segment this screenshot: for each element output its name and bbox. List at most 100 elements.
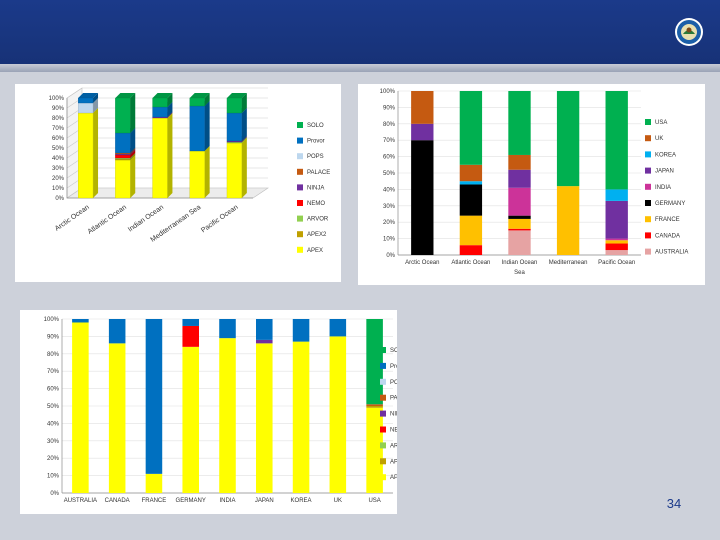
- c1-legend-swatch-apex: [297, 246, 303, 253]
- c2-y-tick-label: 90%: [383, 105, 396, 111]
- c1-legend-swatch-apex2: [297, 231, 303, 238]
- c1-bar-mediterranean-sea-solo: [189, 97, 205, 107]
- c3-y-tick-label: 10%: [47, 474, 60, 480]
- c2-legend-label-germany: GERMANY: [655, 201, 685, 207]
- c1-bar-indian-ocean-ninja-side: [167, 112, 173, 118]
- c1-bar-mediterranean-sea-provor-side: [204, 101, 210, 151]
- c3-x-tick-label: GERMANY: [176, 498, 206, 504]
- c3-x-tick-label: FRANCE: [142, 498, 167, 504]
- c1-bar-indian-ocean-provor: [152, 106, 168, 118]
- c1-bar-atlantic-ocean-apex: [115, 159, 131, 199]
- c1-y-tick-label: 0%: [55, 196, 64, 202]
- c1-bar-atlantic-ocean-apex2-side: [130, 154, 136, 160]
- c2-bar-indian-ocean-uk: [508, 154, 531, 170]
- c2-y-tick-label: 0%: [386, 253, 395, 259]
- c2-x-tick-label: Arctic Ocean: [405, 260, 439, 266]
- c3-y-tick-label: 30%: [47, 439, 60, 445]
- c1-bar-atlantic-ocean-solo-side: [130, 93, 136, 133]
- c1-y-tick-label: 90%: [52, 106, 65, 112]
- c3-x-tick-label: KOREA: [291, 498, 312, 504]
- c1-legend-label-pops: POPS: [307, 154, 324, 160]
- c2-bar-indian-ocean-france: [508, 218, 531, 229]
- c1-bar-indian-ocean-solo: [152, 97, 168, 108]
- c2-bar-mediterranean-france: [556, 186, 580, 255]
- c2-legend-label-india: INDIA: [655, 185, 671, 191]
- chart-panel-ocean: 0% 10% 20% 30% 40% 50% 60% 70% 80% 90% 100% Arctic …: [15, 84, 341, 282]
- c1-legend-swatch-solo: [297, 122, 303, 128]
- float-types-by-ocean-chart: 0% 10% 20% 30% 40% 50% 60% 70% 80% 90% 100% Arctic …: [49, 87, 330, 254]
- c3-legend-label-pops: POPS: [390, 380, 397, 386]
- c2-bar-atlantic-ocean-canada: [459, 245, 483, 255]
- c2-legend-swatch-germany: [645, 200, 651, 206]
- c1-bar-atlantic-ocean-provor: [115, 132, 131, 154]
- c3-legend-label-provor: Provor: [390, 364, 397, 370]
- c2-bar-indian-ocean-india: [508, 187, 531, 216]
- c2-legend-swatch-usa: [645, 119, 651, 125]
- c3-x-tick-label: USA: [368, 498, 380, 504]
- c3-y-tick-label: 90%: [47, 334, 60, 340]
- c3-y-tick-label: 100%: [44, 317, 60, 323]
- c1-bar-arctic-ocean-provor: [78, 97, 94, 104]
- c1-y-tick-label: 70%: [52, 126, 65, 132]
- c3-bar-korea-apex: [292, 341, 310, 493]
- c1-bar-arctic-ocean-pops: [78, 102, 94, 114]
- c3-legend-swatch-ninja: [380, 410, 386, 417]
- c2-y-tick-label: 80%: [383, 122, 396, 128]
- c2-y-tick-label: 100%: [380, 89, 396, 95]
- c3-legend-swatch-provor: [380, 362, 386, 369]
- c3-legend-swatch-palace: [380, 394, 386, 401]
- c2-bar-arctic-ocean-uk: [411, 91, 434, 124]
- c1-bar-pacific-ocean-apex: [226, 142, 242, 199]
- c1-legend-swatch-pops: [297, 153, 303, 160]
- c1-bar-atlantic-ocean-apex-side: [130, 155, 136, 198]
- c2-legend-label-japan: JAPAN: [655, 169, 674, 175]
- c2-x-tick-label: Atlantic Ocean: [451, 260, 490, 266]
- c1-bar-mediterranean-sea-provor: [189, 105, 205, 152]
- c3-bar-japan-ninja: [256, 339, 273, 344]
- c3-bar-canada-provor: [108, 319, 126, 344]
- c1-legend-label-arvor: ARVOR: [307, 217, 329, 223]
- c1-bar-pacific-ocean-solo-top: [226, 93, 247, 98]
- c2-legend-label-canada: CANADA: [655, 233, 680, 239]
- c3-bar-france-apex: [145, 473, 163, 493]
- c3-legend-swatch-arvor: [380, 442, 386, 449]
- c2-bar-pacific-ocean-france: [605, 240, 628, 244]
- float-types-by-country-chart: 0% 10% 20% 30% 40% 50% 60% 70% 80% 90% 100% AUSTRAL…: [44, 317, 414, 504]
- agency-seal-icon: [675, 18, 703, 46]
- c3-bar-usa-solo: [366, 319, 383, 405]
- c1-y-tick-label: 30%: [52, 166, 65, 172]
- c1-bar-indian-ocean-solo-side: [167, 93, 173, 107]
- slide-header-stripe: [0, 64, 720, 72]
- c1-legend-label-nemo: NEMO: [307, 201, 325, 207]
- c1-y-tick-label: 100%: [49, 96, 65, 102]
- c2-bar-atlantic-ocean-france: [459, 215, 483, 246]
- c3-bar-usa-apex2: [366, 406, 383, 408]
- c2-legend-swatch-france: [645, 216, 651, 223]
- c1-bar-arctic-ocean-apex: [78, 112, 94, 199]
- c1-gridline-side: [66, 87, 83, 99]
- c2-bar-indian-ocean-canada: [508, 228, 531, 231]
- c3-bar-germany-apex: [182, 346, 199, 493]
- c1-bar-pacific-ocean-provor-side: [241, 108, 247, 141]
- c3-bar-canada-apex: [108, 343, 126, 493]
- c1-bar-arctic-ocean-provor-top: [78, 93, 99, 98]
- c1-bar-atlantic-ocean-solo: [115, 97, 131, 134]
- c2-x-tick-label: Indian Ocean: [502, 260, 538, 266]
- c2-y-tick-label: 60%: [383, 155, 396, 161]
- c3-legend-swatch-solo: [380, 347, 386, 353]
- c2-bar-pacific-ocean-japan: [605, 200, 628, 239]
- c3-y-tick-label: 60%: [47, 387, 60, 393]
- c3-legend-label-nemo: NEMO: [390, 428, 397, 434]
- c1-legend-swatch-provor: [297, 137, 303, 144]
- c3-x-tick-label: INDIA: [219, 498, 235, 504]
- c1-legend-swatch-palace: [297, 168, 303, 175]
- c3-y-tick-label: 40%: [47, 421, 60, 427]
- c2-legend-swatch-india: [645, 183, 651, 190]
- c1-legend-label-palace: PALACE: [307, 170, 330, 176]
- c3-bar-japan-apex: [256, 343, 273, 493]
- c1-bar-arctic-ocean-provor-side: [93, 93, 99, 103]
- c1-bar-indian-ocean-apex: [152, 117, 168, 199]
- c3-legend-label-apex2: APEX2: [390, 459, 397, 465]
- c1-y-tick-label: 50%: [52, 146, 65, 152]
- c3-bar-india-provor: [219, 319, 236, 339]
